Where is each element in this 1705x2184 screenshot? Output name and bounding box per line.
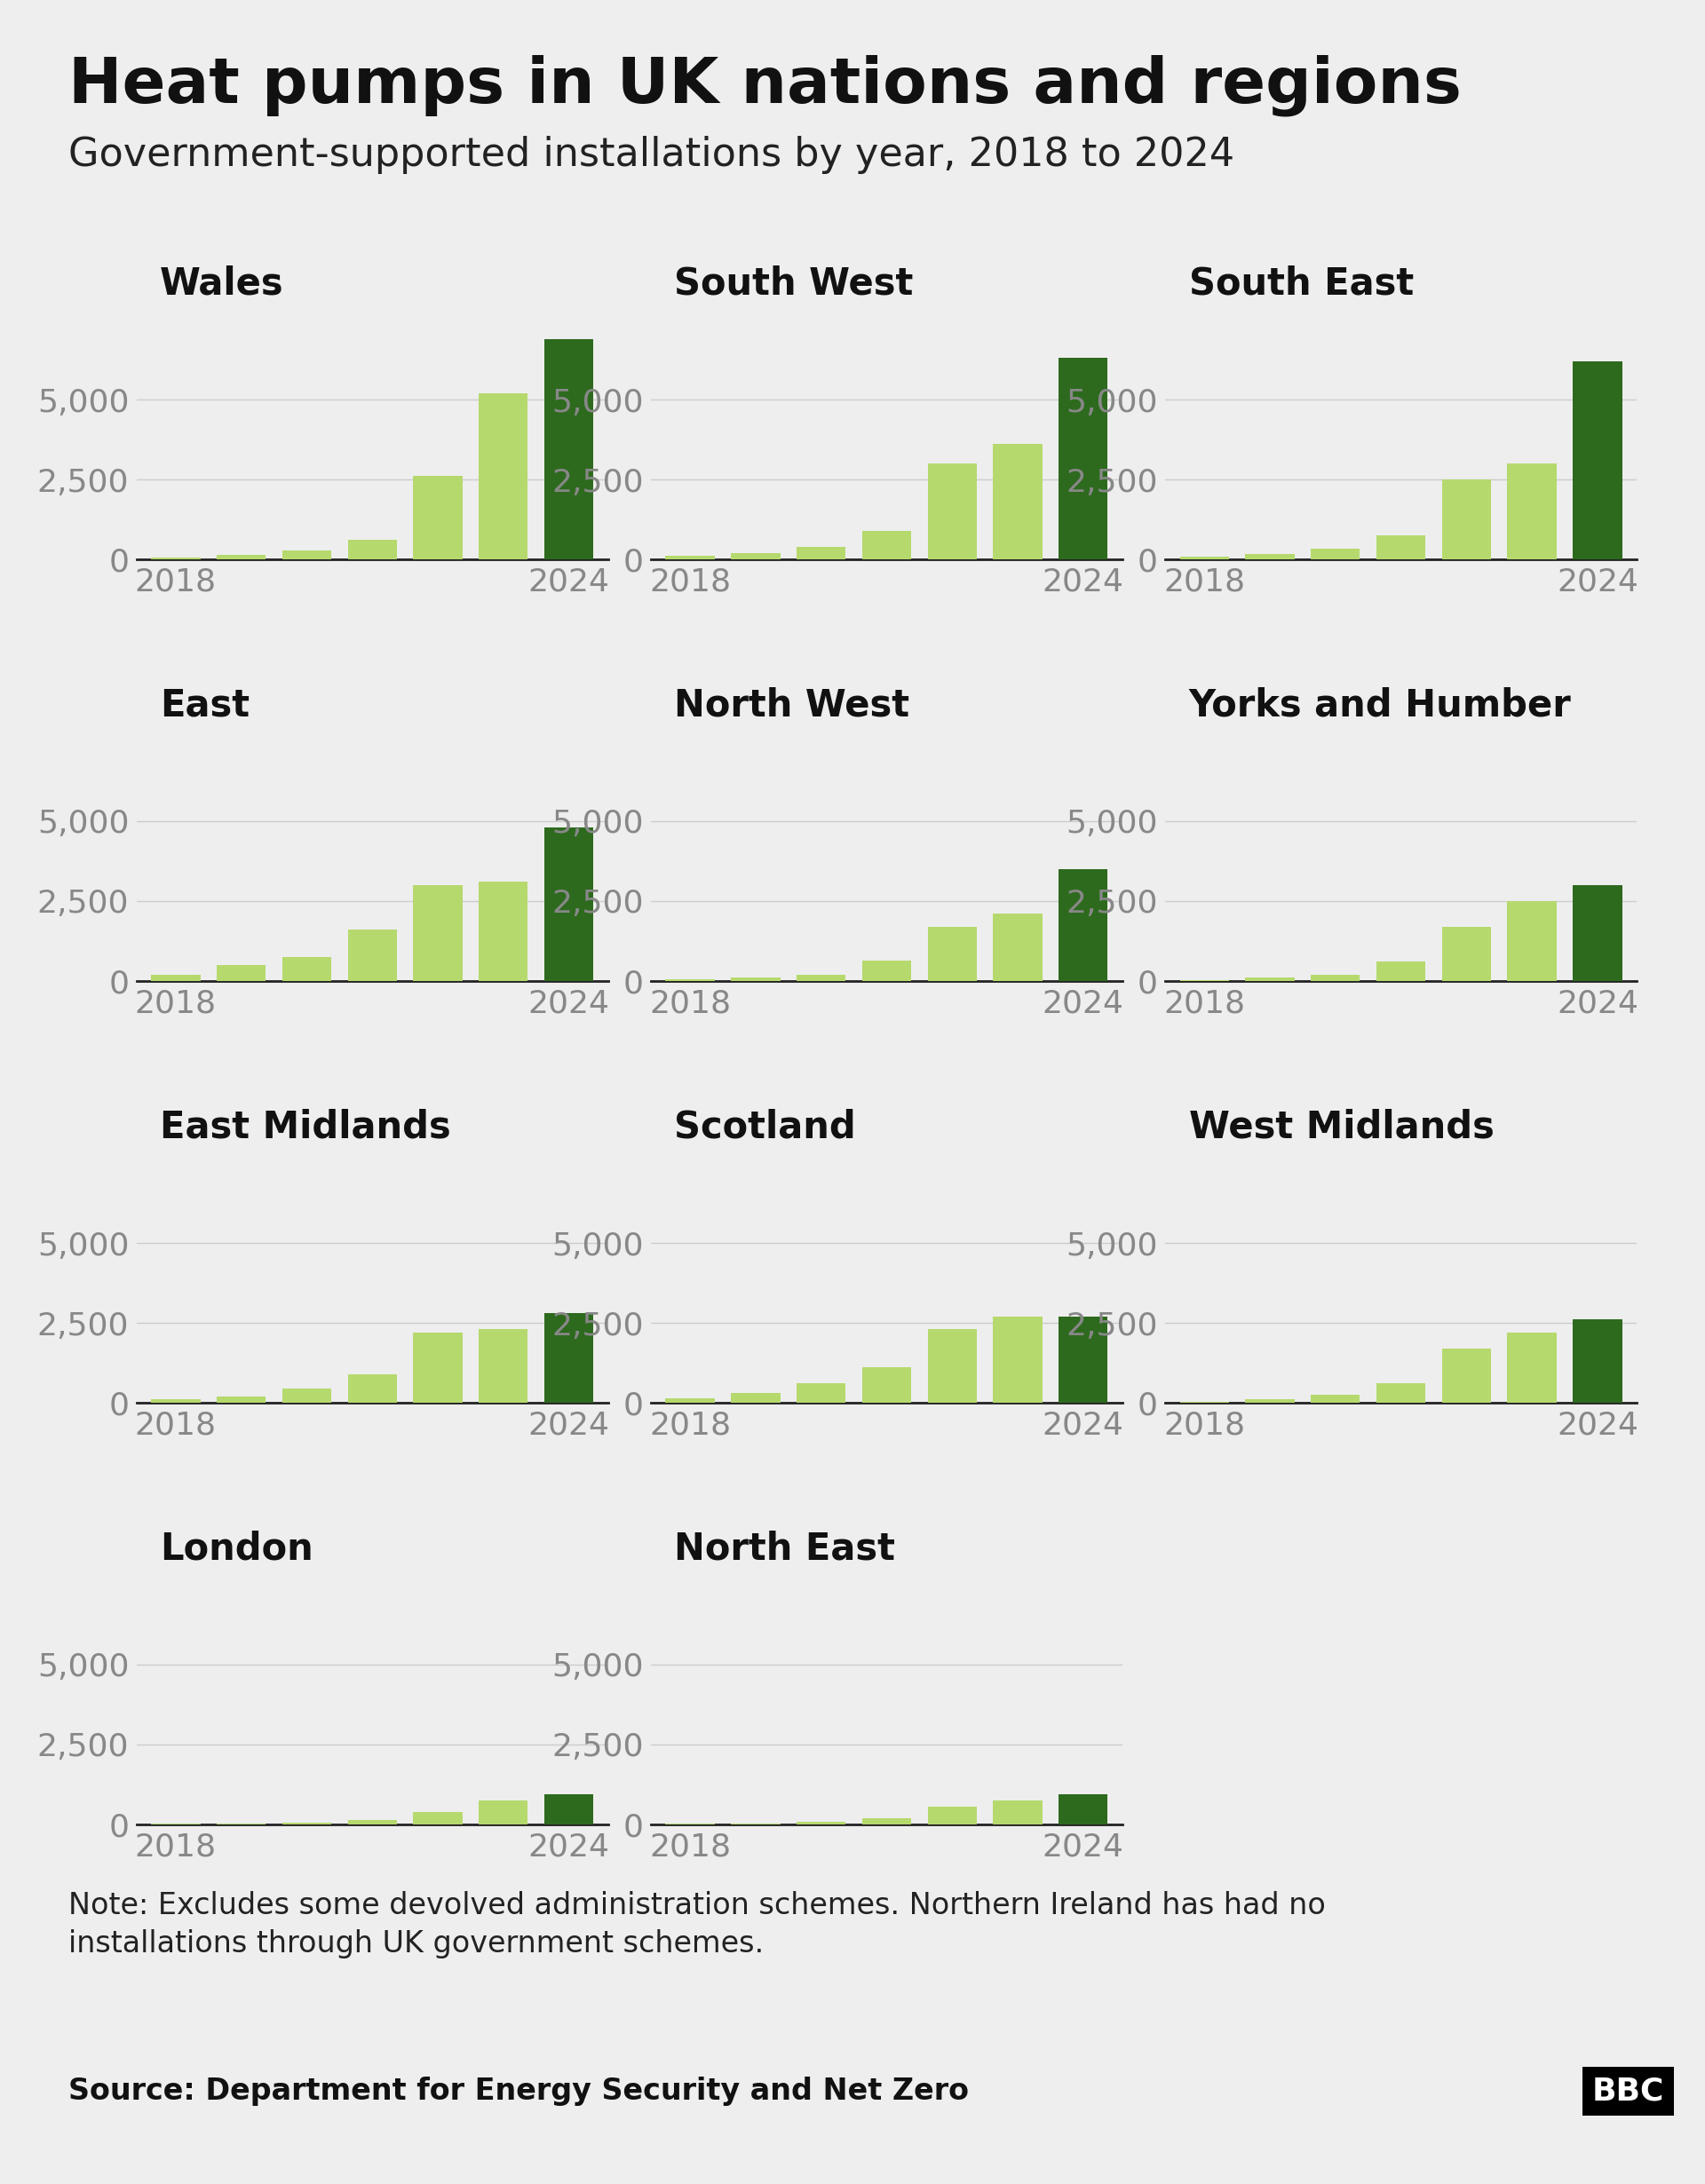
Text: Note: Excludes some devolved administration schemes. Northern Ireland has had no: Note: Excludes some devolved administrat… xyxy=(68,1891,1325,1959)
Bar xyxy=(796,546,846,559)
Bar xyxy=(796,974,846,981)
Bar xyxy=(1245,555,1294,559)
Bar xyxy=(1376,961,1425,981)
Bar xyxy=(217,555,266,559)
Bar xyxy=(152,974,199,981)
Bar xyxy=(281,1389,331,1402)
Bar xyxy=(1442,926,1492,981)
Bar xyxy=(479,882,529,981)
Bar xyxy=(731,553,781,559)
Bar xyxy=(348,930,397,981)
Text: West Midlands: West Midlands xyxy=(1188,1107,1494,1147)
Text: Scotland: Scotland xyxy=(675,1107,856,1147)
Bar xyxy=(863,531,910,559)
Bar xyxy=(1245,978,1294,981)
Bar xyxy=(863,1367,910,1402)
Bar xyxy=(348,1374,397,1402)
Bar xyxy=(217,1396,266,1402)
Text: BBC: BBC xyxy=(1592,2077,1664,2105)
Text: East Midlands: East Midlands xyxy=(160,1107,452,1147)
Bar xyxy=(928,463,977,559)
Bar xyxy=(992,443,1042,559)
Bar xyxy=(544,339,593,559)
Bar xyxy=(665,557,714,559)
Bar xyxy=(544,828,593,981)
Bar xyxy=(731,1393,781,1402)
Bar xyxy=(665,1398,714,1402)
Bar xyxy=(1442,1348,1492,1402)
Bar xyxy=(1245,1400,1294,1402)
Bar xyxy=(281,957,331,981)
Bar xyxy=(152,1400,199,1402)
Text: Source: Department for Energy Security and Net Zero: Source: Department for Energy Security a… xyxy=(68,2077,968,2105)
Text: North West: North West xyxy=(675,686,910,723)
Bar xyxy=(1376,535,1425,559)
Bar xyxy=(928,1806,977,1824)
Text: South East: South East xyxy=(1188,264,1413,301)
Bar xyxy=(1059,869,1108,981)
Bar xyxy=(992,1800,1042,1824)
Bar xyxy=(863,961,910,981)
Bar xyxy=(348,539,397,559)
Bar xyxy=(479,1330,529,1402)
Bar xyxy=(1507,902,1557,981)
Text: Heat pumps in UK nations and regions: Heat pumps in UK nations and regions xyxy=(68,55,1461,116)
Bar xyxy=(1376,1382,1425,1402)
Bar xyxy=(992,1317,1042,1402)
Bar xyxy=(1311,974,1361,981)
Text: South West: South West xyxy=(675,264,914,301)
Bar xyxy=(413,1813,462,1824)
Bar xyxy=(413,476,462,559)
Bar xyxy=(281,550,331,559)
Bar xyxy=(928,926,977,981)
Bar xyxy=(731,978,781,981)
Text: London: London xyxy=(160,1531,314,1568)
Bar xyxy=(1574,360,1621,559)
Bar xyxy=(544,1793,593,1824)
Bar xyxy=(544,1313,593,1402)
Text: East: East xyxy=(160,686,251,723)
Bar xyxy=(413,885,462,981)
Text: Government-supported installations by year, 2018 to 2024: Government-supported installations by ye… xyxy=(68,135,1234,173)
Bar xyxy=(348,1819,397,1824)
Bar xyxy=(479,393,529,559)
Bar xyxy=(1311,548,1361,559)
Text: North East: North East xyxy=(675,1531,895,1568)
Bar xyxy=(992,913,1042,981)
Bar xyxy=(1574,885,1621,981)
Bar xyxy=(863,1817,910,1824)
Bar xyxy=(1507,1332,1557,1402)
Bar xyxy=(1507,463,1557,559)
Bar xyxy=(1180,557,1229,559)
Bar xyxy=(1311,1396,1361,1402)
Bar xyxy=(796,1382,846,1402)
Bar xyxy=(217,965,266,981)
Bar xyxy=(1442,480,1492,559)
Bar xyxy=(1059,1793,1108,1824)
Bar xyxy=(796,1821,846,1824)
Bar xyxy=(413,1332,462,1402)
Bar xyxy=(1059,1317,1108,1402)
Bar xyxy=(1059,358,1108,559)
Bar xyxy=(928,1330,977,1402)
Bar xyxy=(479,1800,529,1824)
Text: Yorks and Humber: Yorks and Humber xyxy=(1188,686,1572,723)
Bar xyxy=(1574,1319,1621,1402)
Text: Wales: Wales xyxy=(160,264,285,301)
